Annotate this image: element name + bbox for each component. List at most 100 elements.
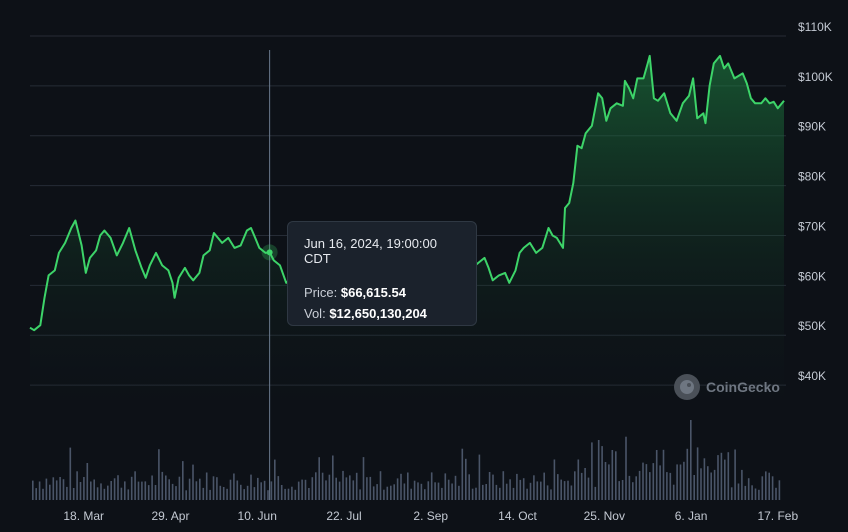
volume-bar: [342, 470, 344, 500]
volume-bar: [437, 482, 440, 500]
volume-bar: [113, 478, 116, 500]
volume-bar: [536, 481, 539, 500]
volume-bar: [260, 482, 262, 500]
volume-bar: [734, 449, 736, 500]
volume-bar: [325, 480, 327, 500]
volume-bar: [124, 481, 126, 500]
y-tick-label: $50K: [798, 319, 826, 333]
volume-bar: [754, 488, 757, 500]
volume-bar: [267, 490, 269, 500]
volume-bar: [478, 454, 481, 500]
volume-bar: [625, 436, 627, 500]
volume-bar: [655, 450, 658, 500]
volume-bar: [130, 476, 133, 500]
volume-bar: [79, 482, 82, 500]
volume-bar: [485, 484, 487, 500]
volume-bar: [165, 475, 167, 500]
tooltip-price-value: $66,615.54: [340, 285, 406, 300]
volume-bar: [447, 479, 450, 500]
volume-bar: [287, 488, 290, 500]
volume-bar: [615, 451, 617, 500]
volume-bar: [274, 459, 276, 500]
volume-bar: [492, 474, 494, 500]
volume-bar: [526, 488, 528, 500]
volume-bar: [580, 472, 583, 500]
volume-bar: [669, 472, 672, 500]
volume-bar: [413, 480, 416, 500]
volume-bar: [696, 447, 699, 500]
y-tick-label: $40K: [798, 369, 826, 383]
volume-bar: [737, 483, 740, 500]
volume-bar: [49, 484, 51, 500]
volume-bar: [355, 472, 358, 500]
volume-bar: [250, 474, 252, 500]
x-tick-label: 14. Oct: [498, 509, 537, 523]
volume-bar: [96, 487, 99, 500]
coingecko-watermark[interactable]: CoinGecko: [674, 374, 780, 400]
volume-bar: [444, 473, 447, 500]
volume-bar: [233, 473, 235, 500]
volume-bar: [158, 449, 160, 500]
volume-bar: [434, 482, 436, 500]
y-tick-label: $100K: [798, 70, 833, 84]
volume-bar: [222, 487, 225, 500]
volume-bar: [512, 487, 515, 500]
x-tick-label: 6. Jan: [675, 509, 708, 523]
volume-bar: [488, 472, 491, 500]
tooltip-date: Jun 16, 2024, 19:00:00 CDT: [304, 236, 438, 266]
volume-bar: [188, 478, 191, 500]
volume-bar: [454, 475, 457, 500]
volume-bar: [335, 477, 337, 500]
volume-bar: [546, 485, 549, 500]
volume-bar: [178, 476, 181, 500]
volume-bar: [679, 464, 682, 500]
y-tick-label: $80K: [798, 170, 826, 184]
volume-bar: [683, 461, 685, 500]
volume-bar: [182, 461, 184, 500]
volume-bar: [403, 483, 406, 500]
volume-bar: [127, 489, 130, 500]
volume-bar: [458, 485, 460, 500]
volume-bar: [553, 459, 556, 500]
volume-bar: [175, 486, 177, 500]
x-tick-label: 22. Jul: [326, 509, 361, 523]
volume-bar: [151, 475, 153, 500]
volume-bar: [529, 482, 532, 500]
volume-bar: [577, 459, 580, 500]
volume-bar: [468, 474, 470, 500]
volume-bar: [495, 484, 498, 500]
volume-bar: [212, 476, 215, 500]
volume-bar: [185, 490, 187, 500]
volume-bar: [649, 472, 651, 500]
volume-bar: [420, 483, 423, 500]
volume-bar: [703, 458, 706, 500]
volume-bar: [417, 482, 419, 500]
volume-bar: [540, 481, 542, 500]
volume-bar: [638, 470, 641, 500]
volume-bar: [86, 463, 89, 500]
volume-bar: [567, 480, 569, 500]
volume-bar: [751, 485, 753, 500]
volume-bar: [700, 468, 702, 500]
volume-bar: [352, 480, 355, 500]
volume-bar: [430, 472, 433, 500]
volume-bar: [519, 479, 522, 500]
volume-bar: [141, 481, 143, 500]
hover-tooltip: Jun 16, 2024, 19:00:00 CDT Price: $66,61…: [287, 221, 477, 326]
volume-bar: [62, 479, 65, 500]
volume-bar: [332, 455, 334, 500]
volume-bar: [103, 488, 106, 500]
volume-bar: [686, 448, 689, 500]
volume-bar: [376, 484, 378, 500]
volume-bar: [730, 487, 733, 500]
x-tick-label: 17. Feb: [757, 509, 798, 523]
volume-bar: [168, 479, 170, 500]
volume-bar: [768, 472, 770, 500]
volume-bar: [744, 485, 747, 500]
volume-bar: [45, 478, 48, 500]
volume-bar: [386, 486, 389, 500]
volume-bar: [505, 483, 508, 500]
volume-bar: [321, 472, 324, 500]
volume-bar: [441, 487, 443, 500]
